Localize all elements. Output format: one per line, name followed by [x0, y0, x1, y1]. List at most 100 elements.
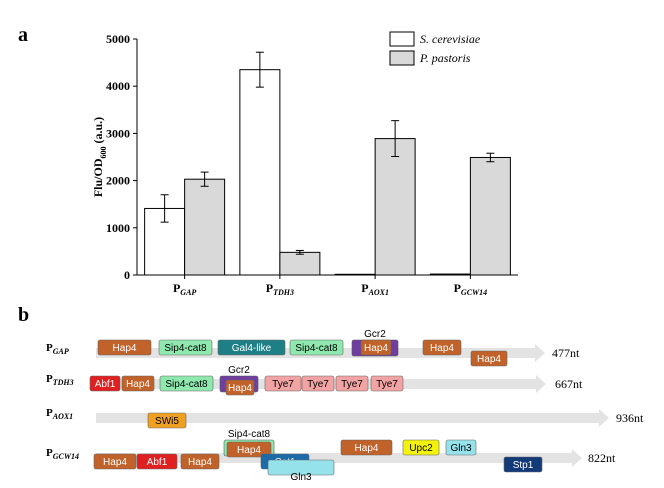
tf-label-gal4: Gal4-like	[232, 343, 272, 354]
promoter-name-main: P	[46, 447, 53, 459]
tf-box-gln3	[267, 459, 335, 476]
x-tick-label: PGAP	[173, 281, 196, 297]
tf-label-hap4: Hap4	[355, 443, 379, 454]
bar-p-pastoris	[469, 156, 511, 276]
bar-s-cerevisiae	[334, 273, 376, 276]
promoter-name-sub: GCW14	[53, 452, 79, 461]
tf-box-gal4	[217, 339, 286, 356]
x-tick-label: PAOX1	[361, 281, 389, 297]
x-label-main: P	[454, 281, 461, 295]
tf-label-gln3: Gln3	[290, 472, 312, 483]
promoter-name: PGAP	[46, 342, 69, 356]
tf-box-sip4	[289, 339, 344, 356]
tf-box-stp1	[503, 456, 543, 473]
y-label-sub: 600	[99, 147, 108, 159]
panel-a-label: a	[18, 24, 28, 46]
y-label-main: Flu/OD	[91, 158, 105, 197]
tf-box-tye7	[264, 375, 302, 392]
bar-p-pastoris	[279, 251, 321, 276]
promoter-name: PGCW14	[46, 447, 79, 461]
y-tick-label: 4000	[106, 79, 130, 93]
tf-label-tye7: Tye7	[341, 379, 363, 390]
x-tick-label: PGCW14	[454, 281, 488, 297]
tf-box-gln3	[445, 439, 477, 456]
tf-label-tye7: Tye7	[307, 379, 329, 390]
tf-label-sip4: Sip4-cat8	[165, 379, 208, 390]
promoter-length: 936nt	[616, 411, 644, 425]
x-label-main: P	[173, 281, 180, 295]
bar-s-cerevisiae	[239, 69, 281, 276]
tf-box-hap4	[470, 350, 508, 367]
tf-label-sip4: Sip4-cat8	[228, 429, 271, 440]
promoter-name-main: P	[46, 342, 53, 354]
bar-p-pastoris	[374, 138, 416, 276]
y-tick-label: 5000	[106, 32, 130, 46]
promoter-name-sub: AOX1	[52, 412, 73, 421]
tf-box-hap4	[422, 339, 462, 356]
y-tick-label: 1000	[106, 221, 130, 235]
y-tick-label: 0	[124, 268, 130, 282]
tf-label-hap4: Hap4	[364, 343, 388, 354]
tf-box-upc2	[402, 439, 440, 456]
tf-label-hap4: Hap4	[477, 354, 501, 365]
promoter-name: PAOX1	[46, 407, 73, 421]
tf-box-hap4	[360, 339, 392, 356]
tf-label-gln3: Gln3	[450, 443, 472, 454]
legend-label: S. cerevisiae	[420, 32, 481, 46]
bar-p-pastoris	[184, 178, 226, 276]
tf-label-abf1: Abf1	[95, 379, 116, 390]
tf-label-gcr2: Gcr2	[228, 365, 250, 376]
promoter-length: 477nt	[552, 346, 580, 360]
x-label-sub: TDH3	[273, 288, 294, 297]
legend-label: P. pastoris	[419, 51, 471, 65]
tf-box-abf1	[136, 453, 178, 470]
tf-box-abf1	[89, 375, 121, 392]
tf-label-upc2: Upc2	[409, 443, 433, 454]
tf-box-hap4	[121, 375, 155, 392]
x-label-sub: GAP	[180, 288, 196, 297]
panel-b-label: b	[18, 304, 29, 326]
x-label-main: P	[266, 281, 273, 295]
promoter-name-sub: GAP	[53, 347, 69, 356]
x-tick-label: PTDH3	[266, 281, 294, 297]
tf-label-tye7: Tye7	[376, 379, 398, 390]
legend-swatch	[389, 50, 415, 66]
tf-label-swi5: SWi5	[155, 416, 179, 427]
tf-label-hap4: Hap4	[188, 457, 212, 468]
promoter-length: 822nt	[588, 451, 616, 465]
tf-label-hap4: Hap4	[103, 457, 127, 468]
tf-label-gcr2: Gcr2	[364, 329, 386, 340]
legend-swatch	[389, 31, 415, 47]
tf-label-hap4: Hap4	[113, 343, 137, 354]
y-axis-label: Flu/OD600 (a.u.)	[91, 117, 108, 197]
promoter-name: PTDH3	[46, 373, 74, 387]
bar-s-cerevisiae	[429, 273, 471, 276]
tf-box-hap4	[225, 379, 255, 396]
tf-box-swi5	[147, 412, 187, 429]
tf-label-tye7: Tye7	[272, 379, 294, 390]
x-label-main: P	[361, 281, 368, 295]
promoter-length: 667nt	[555, 377, 583, 391]
y-tick-label: 3000	[106, 126, 130, 140]
tf-label-hap4: Hap4	[228, 383, 252, 394]
tf-label-sip4: Sip4-cat8	[164, 343, 207, 354]
tf-label-hap4: Hap4	[237, 445, 261, 456]
tf-box-hap4	[180, 453, 220, 470]
tf-box-tye7	[370, 375, 404, 392]
promoter-arrow	[96, 409, 609, 427]
y-label-tail: (a.u.)	[91, 117, 105, 147]
tf-box-sip4	[158, 339, 213, 356]
tf-box-sip4	[159, 375, 214, 392]
promoter-name-sub: TDH3	[53, 378, 74, 387]
tf-box-tye7	[335, 375, 369, 392]
tf-box-tye7	[301, 375, 335, 392]
tf-label-sip4: Sip4-cat8	[295, 343, 338, 354]
x-label-sub: GCW14	[461, 288, 487, 297]
promoter-name-main: P	[46, 407, 53, 419]
tf-label-hap4: Hap4	[126, 379, 150, 390]
x-label-sub: AOX1	[368, 288, 389, 297]
tf-box-hap4	[97, 339, 152, 356]
